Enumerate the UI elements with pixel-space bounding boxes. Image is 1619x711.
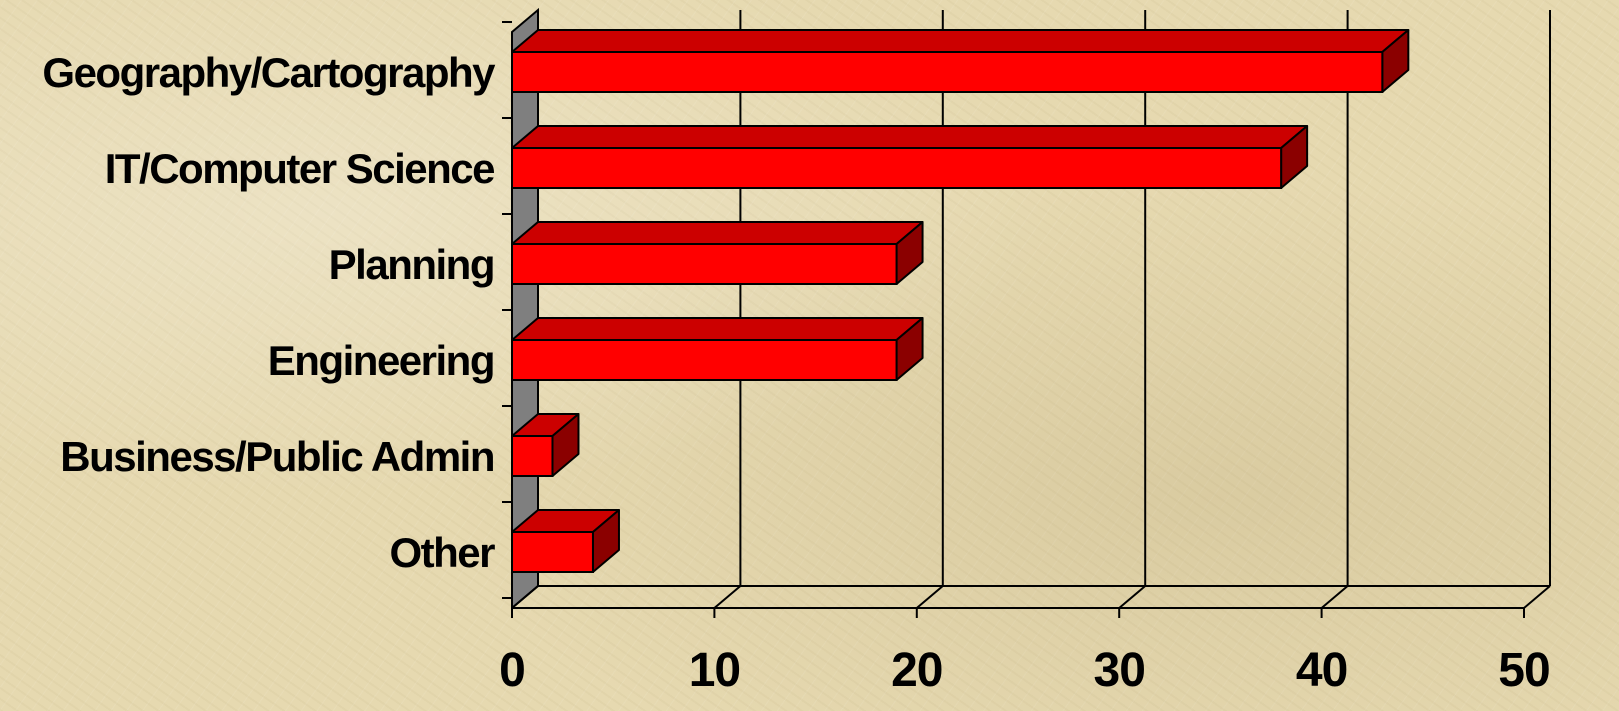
floor-gridline	[1118, 585, 1146, 609]
floor-gridline	[1523, 585, 1551, 609]
x-tick-label: 20	[891, 644, 942, 697]
bar-front-face	[511, 147, 1283, 189]
bars-layer	[511, 29, 1410, 573]
grid-layer	[502, 7, 1551, 618]
bar	[511, 29, 1410, 93]
category-label: Engineering	[268, 337, 494, 384]
bar-front-face	[511, 339, 898, 381]
floor-gridline	[713, 585, 742, 609]
bar-top-face	[511, 125, 1309, 149]
x-tick-label: 10	[689, 644, 740, 697]
bar	[511, 317, 924, 381]
category-label: Other	[389, 529, 495, 576]
bar-front-face	[511, 435, 554, 477]
category-label: Business/Public Admin	[60, 433, 494, 480]
bar-front-face	[511, 243, 898, 285]
bar-top-face	[511, 221, 924, 245]
bar	[511, 413, 580, 477]
x-tick-label: 0	[499, 644, 525, 697]
bar	[511, 509, 620, 573]
category-label: IT/Computer Science	[105, 145, 494, 192]
bar-front-face	[511, 531, 594, 573]
bar-front-face	[511, 51, 1384, 93]
bar-top-face	[511, 317, 924, 341]
floor-gridline	[916, 585, 944, 609]
category-label: Planning	[329, 241, 494, 288]
category-label: Geography/Cartography	[42, 49, 496, 96]
bar-top-face	[511, 29, 1410, 53]
x-tick-label: 40	[1296, 644, 1347, 697]
floor-gridline	[1320, 585, 1349, 609]
x-tick-label: 50	[1498, 644, 1549, 697]
floor-back-edge	[511, 585, 1550, 609]
bar	[511, 125, 1309, 189]
x-tick-label: 30	[1094, 644, 1145, 697]
bar	[511, 221, 924, 285]
labels-layer: 0 10 20 30 40 50 Geography/Cartography IT/Compu…	[42, 49, 1550, 697]
